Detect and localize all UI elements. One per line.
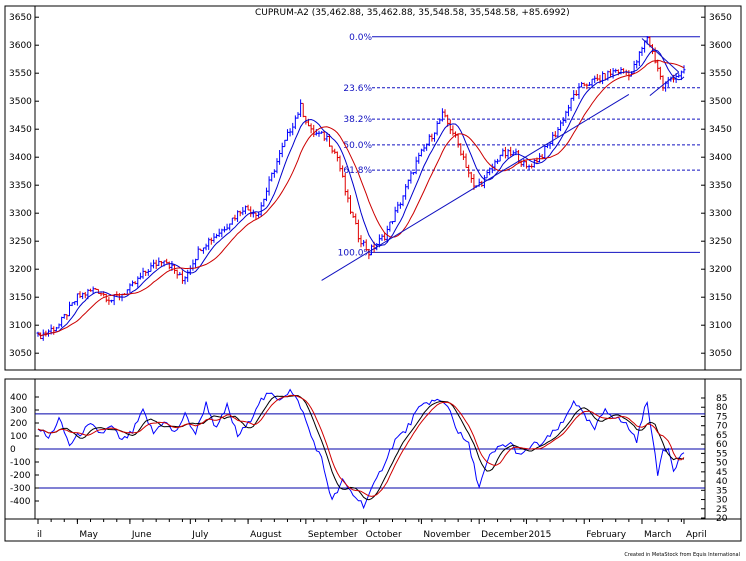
month-label: April xyxy=(686,530,707,540)
price-tick-label-left: 3600 xyxy=(9,41,32,51)
osc-tick-label: 0 xyxy=(10,445,16,455)
osc-right-tick-label: 75 xyxy=(716,412,727,422)
osc-tick-label: -200 xyxy=(10,471,31,481)
price-tick-label: 3600 xyxy=(709,41,732,51)
moving-averages xyxy=(37,49,685,337)
fib-level-label: 38.2% xyxy=(343,115,372,125)
ma-slow-line xyxy=(37,59,685,337)
osc-signal-line xyxy=(37,394,685,501)
price-tick-label: 3150 xyxy=(709,293,732,303)
fib-level-label: 50.0% xyxy=(343,141,372,151)
oscillator-lines xyxy=(35,388,705,510)
month-label: November xyxy=(423,530,470,540)
triangle-upper-line xyxy=(641,38,680,73)
month-label: May xyxy=(79,530,98,540)
osc-right-tick-label: 45 xyxy=(716,468,727,478)
month-label: September xyxy=(308,530,358,540)
price-tick-label: 3500 xyxy=(709,97,732,107)
osc-tick-label: 400 xyxy=(10,393,27,403)
osc-right-tick-label: 60 xyxy=(716,440,728,450)
price-tick-label: 3350 xyxy=(709,181,732,191)
osc-right-tick-label: 65 xyxy=(716,431,727,441)
price-tick-label-left: 3150 xyxy=(9,293,32,303)
osc-right-tick-label: 85 xyxy=(716,394,727,404)
osc-right-tick-label: 25 xyxy=(716,505,727,515)
price-tick-label: 3050 xyxy=(709,349,732,359)
price-tick-label: 3550 xyxy=(709,69,732,79)
price-tick-label-left: 3350 xyxy=(9,181,32,191)
month-label: June xyxy=(131,530,152,540)
price-tick-label-left: 3200 xyxy=(9,265,32,275)
fib-level-label: 0.0% xyxy=(349,33,372,43)
price-tick-label: 3300 xyxy=(709,209,732,219)
fib-level-label: 23.6% xyxy=(343,84,372,94)
price-tick-label-left: 3300 xyxy=(9,209,32,219)
osc-right-tick-label: 35 xyxy=(716,486,727,496)
price-tick-label: 3650 xyxy=(709,13,732,23)
month-label: il xyxy=(37,530,42,540)
price-tick-label-left: 3450 xyxy=(9,125,32,135)
price-tick-label-left: 3250 xyxy=(9,237,32,247)
osc-tick-label: 200 xyxy=(10,419,27,429)
osc-right-tick-label: 40 xyxy=(716,477,728,487)
month-label: July xyxy=(191,530,209,540)
osc-slow-signal-line xyxy=(37,394,685,497)
price-tick-label: 3100 xyxy=(709,321,732,331)
osc-right-tick-label: 80 xyxy=(716,403,728,413)
month-label: February xyxy=(586,530,627,540)
osc-tick-label: 100 xyxy=(10,432,27,442)
candlesticks xyxy=(36,36,686,341)
price-tick-label-left: 3550 xyxy=(9,69,32,79)
fibonacci-levels: 0.0%23.6%38.2%50.0%61.8%100.0% xyxy=(338,33,700,258)
osc-tick-label: 300 xyxy=(10,406,27,416)
osc-right-tick-label: 70 xyxy=(716,422,728,432)
support-trendline xyxy=(321,94,630,281)
month-label: October xyxy=(366,530,402,540)
osc-right-tick-label: 20 xyxy=(716,514,728,524)
month-label: August xyxy=(250,530,282,540)
price-panel-frame xyxy=(34,5,706,371)
osc-tick-label: -300 xyxy=(10,484,31,494)
fib-level-label: 100.0% xyxy=(338,248,373,258)
footer-credit: Created in MetaStock from Equis Internat… xyxy=(624,552,740,558)
ma-fast-line xyxy=(37,49,685,337)
price-tick-label-left: 3100 xyxy=(9,321,32,331)
price-tick-label-left: 3500 xyxy=(9,97,32,107)
left-price-box xyxy=(4,5,36,371)
price-tick-label: 3400 xyxy=(709,153,732,163)
chart-title: CUPRUM-A2 (35,462.88, 35,462.88, 35,548.… xyxy=(255,8,570,18)
price-tick-label-left: 3400 xyxy=(9,153,32,163)
price-tick-label: 3250 xyxy=(709,237,732,247)
axis-labels: 3050305031003100315031503200320032503250… xyxy=(9,13,732,540)
osc-right-tick-label: 50 xyxy=(716,459,728,469)
osc-right-tick-label: 30 xyxy=(716,496,728,506)
osc-right-tick-label: 55 xyxy=(716,449,727,459)
osc-tick-label: -100 xyxy=(10,458,31,468)
month-label: March xyxy=(644,530,671,540)
trendlines xyxy=(321,38,680,281)
price-tick-label: 3200 xyxy=(709,265,732,275)
price-tick-label: 3450 xyxy=(709,125,732,135)
price-tick-label-left: 3050 xyxy=(9,349,32,359)
month-label: December xyxy=(481,530,528,540)
date-axis-box xyxy=(4,518,742,542)
month-label: 2015 xyxy=(528,530,551,540)
price-scale-box xyxy=(704,5,742,371)
triangle-lower-line xyxy=(649,71,680,96)
osc-main-line xyxy=(37,388,685,510)
osc-tick-label: -400 xyxy=(10,497,31,507)
price-tick-label-left: 3650 xyxy=(9,13,32,23)
